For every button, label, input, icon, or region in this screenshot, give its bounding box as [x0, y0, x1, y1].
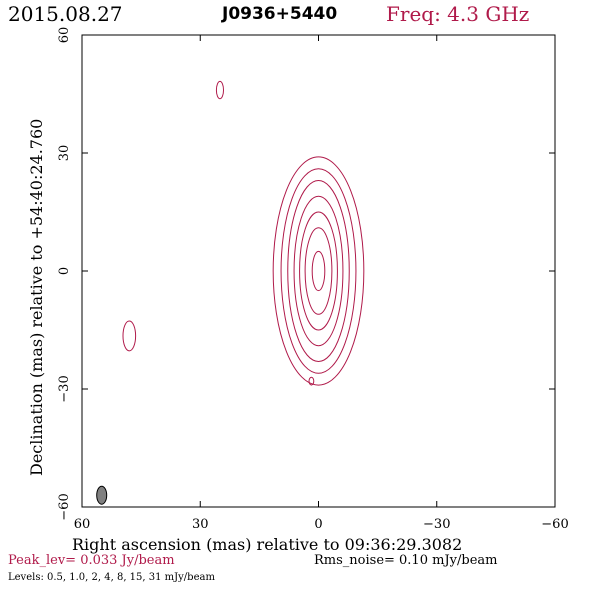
y-tick-label: 0 [57, 267, 72, 275]
y-tick-label: −30 [57, 375, 72, 402]
main-source-contour [293, 195, 344, 347]
main-source-contour [272, 156, 365, 386]
secondary-contour [308, 376, 315, 386]
main-source-contour [280, 168, 357, 374]
secondary-contour [215, 80, 225, 100]
main-source-contour [304, 227, 333, 315]
x-tick-label: −60 [541, 517, 568, 532]
beam-ellipse [96, 485, 108, 505]
main-source-contour [299, 211, 338, 331]
x-tick-label: 0 [314, 517, 322, 532]
axis-ticks [81, 34, 556, 508]
main-source-contour [287, 180, 350, 362]
x-axis-title: Right ascension (mas) relative to 09:36:… [72, 535, 462, 554]
x-tick-label: 60 [74, 517, 91, 532]
x-tick-label: 30 [192, 517, 209, 532]
y-tick-label: 30 [57, 145, 72, 162]
contour-group [122, 80, 365, 386]
y-tick-label: 60 [57, 27, 72, 44]
y-axis-title: Declination (mas) relative to +54:40:24.… [27, 119, 46, 476]
source-name: J0936+5440 [222, 4, 338, 24]
secondary-contour [122, 320, 137, 352]
contour-levels: Levels: 0.5, 1.0, 2, 4, 8, 15, 31 mJy/be… [8, 572, 215, 583]
rms-noise: Rms_noise= 0.10 mJy/beam [314, 553, 498, 568]
frequency-label: Freq: 4.3 GHz [386, 2, 530, 26]
observation-date: 2015.08.27 [8, 2, 123, 26]
x-tick-label: −30 [423, 517, 450, 532]
peak-level: Peak_lev= 0.033 Jy/beam [8, 553, 175, 568]
y-tick-label: −60 [57, 493, 72, 520]
main-source-contour [311, 250, 326, 292]
plot-frame [81, 34, 556, 508]
